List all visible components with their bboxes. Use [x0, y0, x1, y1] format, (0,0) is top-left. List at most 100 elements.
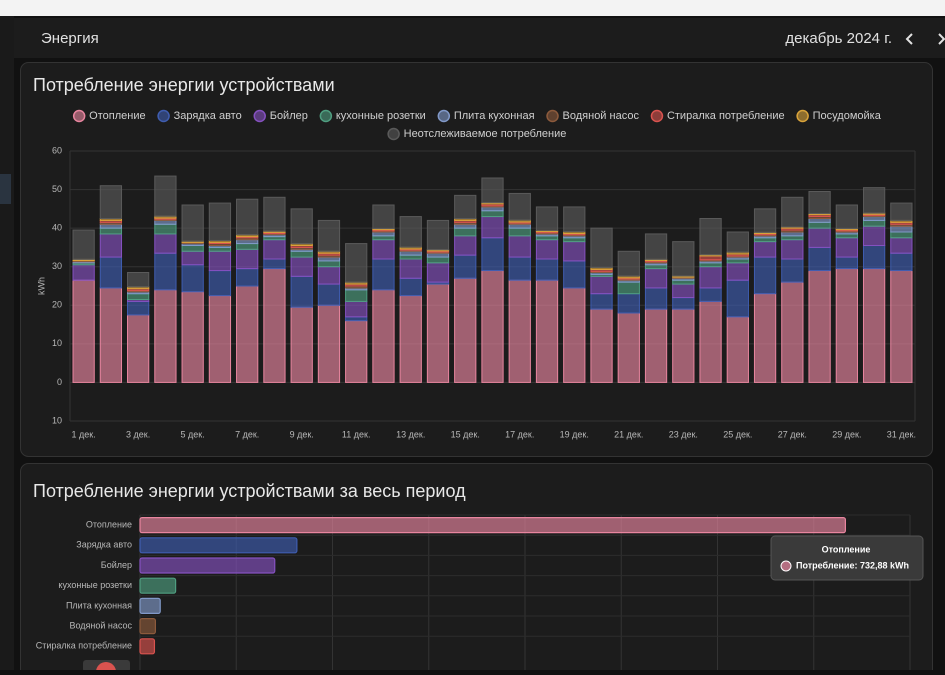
bar: [139, 557, 276, 574]
y-tick-label: 30: [52, 261, 62, 271]
bar-segment: [590, 308, 613, 383]
y-tick-label: Зарядка авто: [76, 540, 132, 550]
bar-segment: [644, 268, 668, 289]
bar-segment: [617, 281, 640, 295]
bar-segment: [208, 202, 232, 241]
bar-segment: [753, 208, 777, 233]
legend-label: кухонные розетки: [336, 110, 426, 122]
bar-segment: [890, 252, 913, 272]
bar-segment: [399, 258, 422, 279]
bar-segment: [208, 250, 232, 272]
bar-segment: [781, 235, 804, 241]
bar-segment: [154, 289, 177, 383]
prev-button[interactable]: [905, 33, 913, 45]
chart-title: Потребление энергии устройствами: [33, 75, 335, 95]
bar-segment: [399, 277, 422, 297]
bar-segment: [481, 270, 504, 383]
bar-segment: [236, 198, 259, 236]
bar-segment: [236, 268, 259, 287]
period[interactable]: декабрь 2024 г.: [785, 30, 892, 47]
y-tick-label: Отопление: [86, 519, 132, 529]
bar-segment: [535, 206, 559, 231]
bar-segment: [890, 270, 913, 383]
bar-segment: [372, 235, 395, 241]
bar-segment: [808, 246, 831, 272]
bar-segment: [236, 239, 259, 245]
bar-segment: [699, 266, 722, 289]
bar-segment: [753, 237, 777, 243]
sidebar: [0, 16, 14, 670]
x-tick-label: 17 дек.: [505, 429, 534, 439]
bar-segment: [781, 258, 804, 283]
bar-segment: [508, 279, 531, 383]
bar-segment: [726, 262, 749, 281]
x-tick-label: 31 дек.: [887, 429, 916, 439]
card: [20, 463, 933, 675]
bar-segment: [808, 270, 831, 383]
bar-segment: [890, 202, 913, 221]
bar-segment: [208, 270, 232, 297]
bar-segment: [263, 268, 286, 383]
bar-segment: [672, 308, 695, 383]
bar-segment: [699, 287, 722, 302]
y-tick-label: кухонные розетки: [58, 580, 132, 590]
x-tick-label: 13 дек.: [396, 429, 425, 439]
x-tick-label: 5 дек.: [181, 429, 205, 439]
bar-segment: [481, 206, 504, 212]
bar: [139, 597, 161, 615]
legend-label: Зарядка авто: [174, 110, 242, 122]
bar-segment: [835, 204, 858, 230]
y-tick-label: 10: [52, 415, 62, 425]
bar-segment: [317, 219, 341, 252]
y-tick-label: 20: [52, 300, 62, 310]
bar-segment: [345, 320, 368, 383]
bar-segment: [672, 283, 695, 299]
bar-segment: [590, 227, 613, 268]
x-tick-label: 27 дек.: [778, 429, 807, 439]
y-tick-label: 50: [52, 184, 62, 194]
legend-swatch: [387, 127, 400, 141]
bar-segment: [808, 227, 831, 248]
bar-segment: [617, 312, 640, 383]
bar-segment: [317, 283, 341, 306]
bar-segment: [72, 279, 95, 383]
bar-segment: [563, 287, 586, 383]
x-tick-label: 29 дек.: [832, 429, 861, 439]
bar-segment: [317, 304, 341, 383]
next-button[interactable]: [938, 33, 945, 45]
bar-segment: [154, 175, 177, 217]
bar-segment: [127, 272, 150, 288]
bar-segment: [454, 254, 477, 279]
bar-segment: [563, 241, 586, 262]
legend-swatch: [650, 109, 664, 123]
bar-segment: [181, 264, 204, 293]
bar-segment: [808, 221, 831, 229]
bar-segment: [99, 233, 123, 258]
bar-segment: [208, 295, 232, 383]
bar-segment: [508, 227, 531, 237]
legend-label: Неотслеживаемое потребление: [404, 128, 567, 140]
bar-segment: [154, 233, 177, 254]
bar-segment: [862, 245, 886, 270]
bar-segment: [127, 314, 150, 383]
bar-segment: [72, 264, 95, 281]
bar-segment: [563, 206, 586, 233]
legend-swatch: [437, 109, 451, 123]
bar-segment: [835, 256, 858, 270]
y-tick-label: 0: [57, 377, 62, 387]
bar-segment: [808, 191, 831, 214]
bar-segment: [726, 231, 749, 253]
bar-segment: [208, 246, 232, 252]
bar-segment: [263, 239, 286, 260]
bar-segment: [862, 216, 886, 221]
bar-segment: [99, 223, 123, 229]
bar-segment: [317, 266, 341, 285]
x-tick-label: 7 дек.: [235, 429, 259, 439]
bar-segment: [672, 279, 695, 285]
bar-segment: [781, 196, 804, 228]
bar-segment: [508, 256, 531, 281]
bar-segment: [726, 316, 749, 383]
bar-segment: [808, 218, 831, 223]
